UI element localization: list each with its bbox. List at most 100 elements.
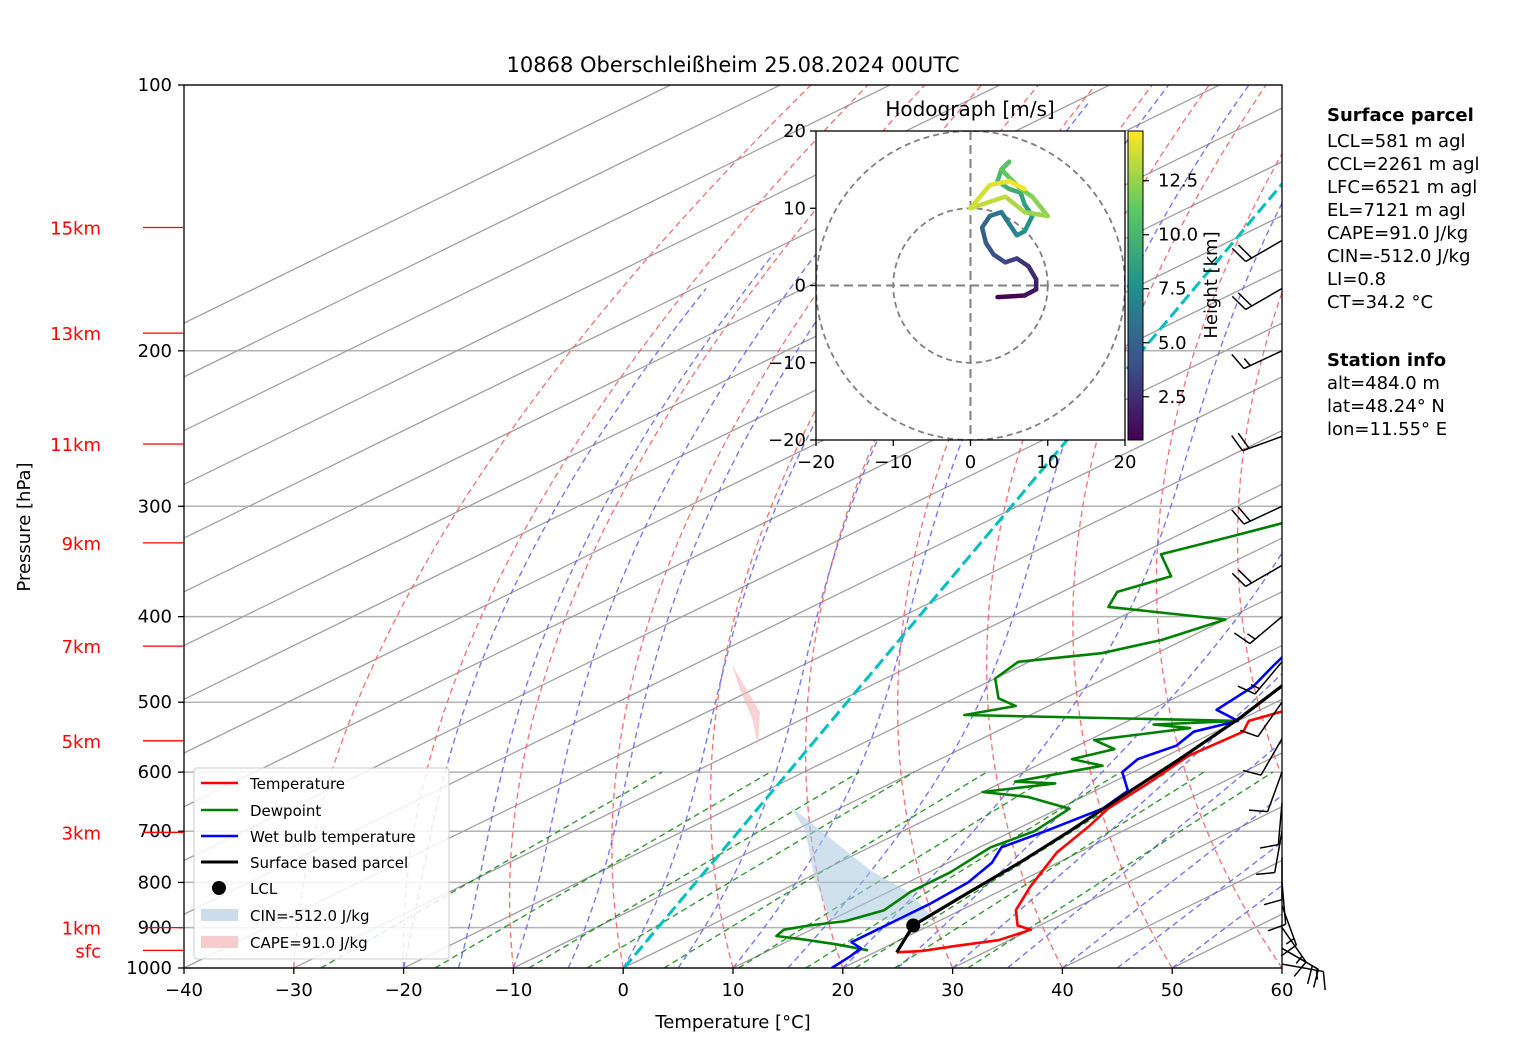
wind-barb-flag — [1247, 633, 1256, 640]
hodograph-x-tick-label: 20 — [1114, 452, 1137, 473]
height-marker-label: 3km — [62, 823, 101, 844]
wind-barb-flag — [1237, 685, 1256, 695]
colorbar-tick-label: 2.5 — [1158, 387, 1187, 408]
dry-adiabat — [986, 85, 1210, 968]
wind-barb-shaft — [1266, 771, 1283, 812]
wind-barb-shaft — [1277, 802, 1283, 845]
isotherm-line — [184, 429, 1282, 968]
legend-lcl-label: LCL — [250, 880, 278, 898]
hodograph-x-tick-label: 10 — [1036, 452, 1059, 473]
isotherm-line — [184, 85, 891, 432]
wind-barb-flag — [1250, 684, 1260, 690]
hodograph-segment — [1026, 263, 1039, 282]
wind-barb — [1248, 771, 1283, 813]
wind-barb — [1237, 661, 1283, 695]
hodograph-segment — [979, 225, 989, 246]
height-marker-label: 11km — [50, 435, 101, 456]
legend-cin-swatch — [201, 909, 238, 921]
x-tick-label: 0 — [617, 980, 628, 1001]
hodograph-trace — [968, 159, 1050, 300]
hodograph-segment — [991, 252, 1008, 265]
chart-title: 10868 Oberschleißheim 25.08.2024 00UTC — [507, 53, 960, 77]
wind-barb-flag — [1322, 971, 1326, 991]
hodograph-title: Hodograph [m/s] — [885, 97, 1054, 121]
y-tick-label: 300 — [138, 496, 172, 517]
isotherm-line — [184, 214, 1282, 754]
moist-adiabat — [1061, 794, 1282, 968]
hodograph-y-tick-label: 10 — [783, 198, 806, 219]
info-panel: Surface parcel LCL=581 m agl CCL=2261 m … — [1327, 105, 1480, 440]
hodograph-inset: Hodograph [m/s] −20−20 −10 −10 0 0 10 10 20 20 2… — [768, 97, 1222, 473]
wind-barb-flag — [1237, 569, 1253, 584]
legend-temperature-label: Temperature — [249, 775, 345, 793]
y-tick-label: 600 — [138, 762, 172, 783]
x-tick-label: 60 — [1271, 980, 1294, 1001]
wind-barb-flag — [1240, 729, 1259, 738]
isotherm-line — [622, 644, 1282, 968]
info-lfc: LFC=6521 m agl — [1327, 177, 1477, 198]
hodograph-y-tick-label: 0 — [795, 276, 806, 297]
moist-adiabat — [842, 201, 1282, 968]
info-altitude: alt=484.0 m — [1327, 373, 1440, 394]
hodograph-segment — [1006, 178, 1027, 192]
wind-barb-flag — [1256, 871, 1275, 876]
x-tick-label: 10 — [722, 980, 745, 1001]
legend-cin-label: CIN=-512.0 J/kg — [250, 907, 370, 925]
wind-barb-flag — [1295, 955, 1303, 964]
isotherm-line — [184, 85, 1110, 539]
wind-barb — [1256, 831, 1283, 876]
dry-adiabat — [508, 85, 926, 968]
wind-barb-flag — [1285, 937, 1295, 945]
wind-barb-flag — [1243, 358, 1251, 367]
lcl-marker — [906, 918, 921, 933]
station-info-heading: Station info — [1327, 350, 1446, 371]
moist-adiabat — [897, 551, 1282, 968]
hodograph-segment — [979, 213, 993, 230]
wind-barb — [1234, 616, 1283, 645]
mixing-ratio-line — [434, 771, 771, 968]
moist-adiabat — [512, 213, 849, 968]
y-tick-label: 800 — [138, 872, 172, 893]
y-tick-label: 200 — [138, 341, 172, 362]
info-ct: CT=34.2 °C — [1327, 292, 1433, 313]
dry-adiabat — [709, 85, 1039, 968]
series-line-wet-bulb-temperature — [831, 655, 1282, 968]
wind-barb-flag — [1237, 506, 1251, 522]
y-tick-label: 400 — [138, 607, 172, 628]
x-tick-label: 30 — [941, 980, 964, 1001]
info-ccl: CCL=2261 m agl — [1327, 154, 1480, 175]
info-li: LI=0.8 — [1327, 269, 1386, 290]
wind-barb-flag — [1263, 898, 1283, 906]
moist-adiabat — [457, 252, 775, 968]
moist-adiabat — [677, 103, 1089, 968]
hodograph-segment — [999, 209, 1012, 226]
moist-adiabat — [952, 672, 1282, 968]
moist-adiabat — [622, 138, 1005, 968]
legend-cape-label: CAPE=91.0 J/kg — [250, 934, 368, 952]
hodograph-segment — [995, 293, 1027, 300]
cape-area — [732, 665, 760, 745]
info-lcl: LCL=581 m agl — [1327, 131, 1466, 152]
legend-dewpoint-label: Dewpoint — [250, 802, 321, 820]
wind-barb — [1231, 564, 1283, 588]
colorbar-tick-label: 7.5 — [1158, 279, 1187, 300]
zero-isotherm — [622, 183, 1282, 968]
wind-barb-flag — [1237, 432, 1250, 449]
wind-barb-flag — [1280, 944, 1297, 957]
wind-barb-flag — [1231, 572, 1247, 587]
hodograph-y-tick-label: −20 — [768, 430, 806, 451]
moist-adiabat — [1116, 841, 1282, 968]
info-longitude: lon=11.55° E — [1327, 419, 1447, 440]
x-tick-label: −40 — [165, 980, 203, 1001]
legend-cape-swatch — [201, 936, 238, 948]
legend-wetbulb-label: Wet bulb temperature — [250, 828, 416, 846]
hodograph-segment — [1022, 209, 1050, 219]
isotherm-line — [184, 85, 671, 324]
isotherm-line — [293, 483, 1282, 968]
moist-adiabat — [567, 185, 917, 968]
legend: Temperature Dewpoint Wet bulb temperatur… — [193, 767, 450, 960]
wind-barb-flag — [1231, 247, 1247, 263]
mixing-ratio-line — [894, 771, 1205, 968]
wind-barb-flag — [1231, 353, 1245, 370]
